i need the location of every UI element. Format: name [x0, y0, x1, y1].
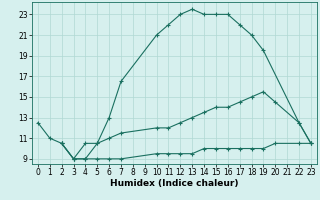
X-axis label: Humidex (Indice chaleur): Humidex (Indice chaleur) [110, 179, 239, 188]
